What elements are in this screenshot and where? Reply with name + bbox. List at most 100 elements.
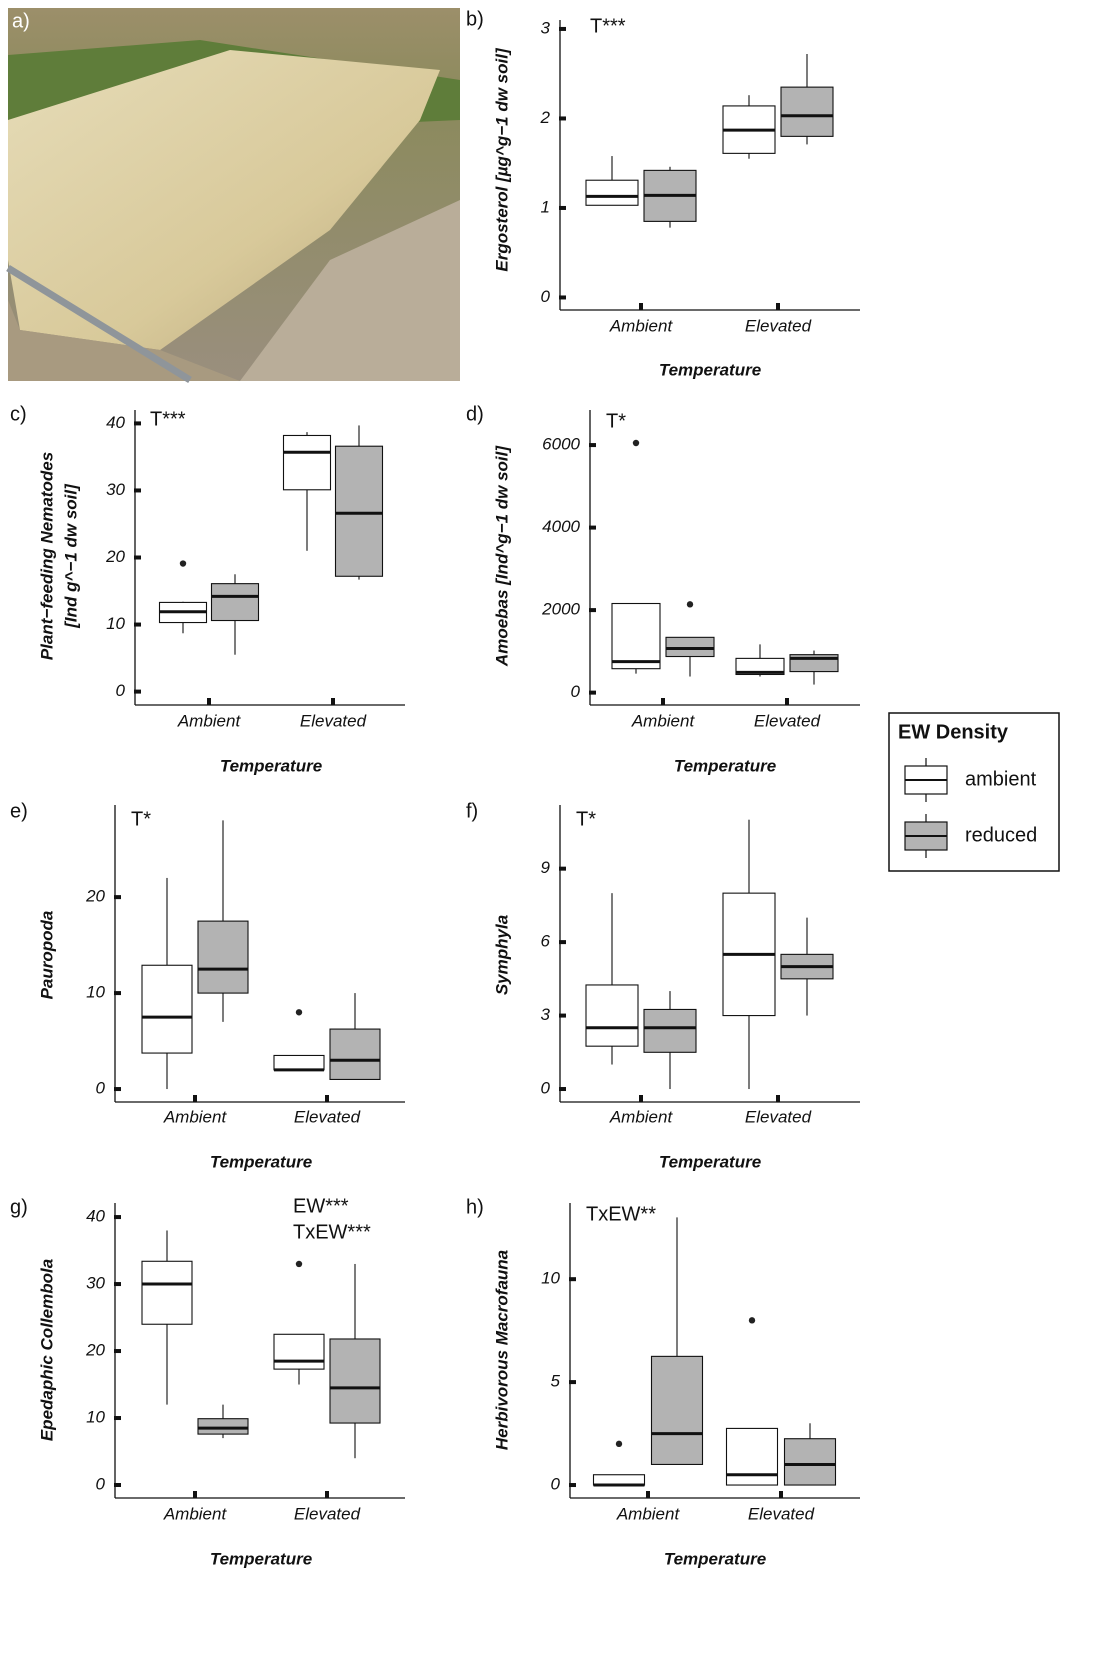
- x-tick-label: Ambient: [609, 316, 674, 335]
- box: [274, 1055, 324, 1069]
- outlier: [749, 1317, 755, 1323]
- y-tick-label: 0: [116, 681, 126, 700]
- y-tick-label: 3: [541, 18, 551, 37]
- box: [330, 1339, 380, 1423]
- box: [142, 1261, 192, 1324]
- box: [284, 435, 331, 489]
- annotation: T*: [576, 808, 596, 830]
- x-axis-label: Temperature: [220, 756, 322, 775]
- x-tick-label: Elevated: [294, 1504, 361, 1523]
- box: [198, 921, 248, 993]
- annotation: T***: [590, 15, 626, 37]
- box: [666, 637, 714, 656]
- annotation: TxEW***: [293, 1221, 371, 1243]
- legend-title: EW Density: [898, 721, 1009, 743]
- y-tick-label: 0: [571, 682, 581, 701]
- x-tick-label: Elevated: [748, 1504, 815, 1523]
- x-axis-label: Temperature: [664, 1549, 766, 1568]
- legend-label: reduced: [965, 824, 1037, 846]
- y-tick-label: 0: [541, 1079, 551, 1098]
- annotation: T*: [606, 410, 626, 432]
- y-axis-label: Epedaphic Collembola: [37, 1259, 56, 1441]
- x-tick-label: Elevated: [745, 1107, 812, 1126]
- panel-label: f): [466, 800, 478, 822]
- y-tick-label: 0: [96, 1079, 106, 1098]
- box: [727, 1428, 778, 1485]
- y-axis-label: Amoebas [Ind^g−1 dw soil]: [492, 445, 511, 667]
- y-tick-label: 2: [540, 108, 551, 127]
- box: [652, 1356, 703, 1464]
- outlier: [180, 560, 186, 566]
- y-tick-label: 10: [86, 1408, 105, 1427]
- box: [142, 965, 192, 1053]
- outlier: [296, 1009, 302, 1015]
- box: [781, 87, 833, 136]
- box: [330, 1029, 380, 1079]
- annotation: EW***: [293, 1195, 349, 1217]
- panel-label: c): [10, 403, 27, 425]
- panel-label: h): [466, 1196, 484, 1218]
- y-tick-label: 9: [541, 858, 551, 877]
- y-tick-label: 3: [541, 1005, 551, 1024]
- y-tick-label: 40: [106, 413, 125, 432]
- box: [586, 180, 638, 205]
- y-axis-label: Pauropoda: [37, 911, 56, 1000]
- y-axis-label: Herbivorous Macrofauna: [492, 1250, 511, 1450]
- panel-label: e): [10, 800, 28, 822]
- y-tick-label: 5: [551, 1372, 561, 1391]
- x-tick-label: Ambient: [163, 1504, 228, 1523]
- y-tick-label: 0: [551, 1475, 561, 1494]
- panel-label: g): [10, 1196, 28, 1218]
- outlier: [687, 601, 693, 607]
- x-tick-label: Elevated: [745, 316, 812, 335]
- y-tick-label: 6: [541, 932, 551, 951]
- box: [644, 1009, 696, 1052]
- y-tick-label: 0: [96, 1474, 106, 1493]
- y-tick-label: 10: [106, 614, 125, 633]
- legend-label: ambient: [965, 768, 1037, 790]
- panel-label: a): [12, 10, 30, 32]
- x-tick-label: Ambient: [609, 1107, 674, 1126]
- panel-label: b): [466, 8, 484, 30]
- y-tick-label: 1: [541, 197, 550, 216]
- box: [612, 604, 660, 669]
- y-tick-label: 4000: [542, 517, 580, 536]
- annotation: T*: [131, 808, 151, 830]
- y-tick-label: 0: [541, 287, 551, 306]
- box: [198, 1419, 248, 1434]
- x-tick-label: Elevated: [300, 711, 367, 730]
- annotation: T***: [150, 408, 186, 430]
- box: [274, 1334, 324, 1369]
- outlier: [633, 440, 639, 446]
- photo: a): [8, 8, 460, 381]
- y-tick-label: 30: [106, 480, 125, 499]
- y-tick-label: 20: [85, 1341, 105, 1360]
- annotation: TxEW**: [586, 1203, 656, 1225]
- y-tick-label: 20: [105, 547, 125, 566]
- box: [212, 584, 259, 621]
- y-tick-label: 20: [85, 887, 105, 906]
- y-tick-label: 10: [541, 1269, 560, 1288]
- box: [336, 446, 383, 576]
- y-axis-label: Ergosterol [µg^g−1 dw soil]: [492, 47, 511, 272]
- x-axis-label: Temperature: [659, 1152, 761, 1171]
- y-axis-label: Plant−feeding Nematodes: [37, 452, 56, 660]
- figure: a) EW Density ambient reduced b) T*** Ergost…: [0, 0, 1113, 1669]
- outlier: [616, 1441, 622, 1447]
- y-tick-label: 40: [86, 1207, 105, 1226]
- x-axis-label: Temperature: [659, 360, 761, 379]
- x-tick-label: Ambient: [616, 1504, 681, 1523]
- x-axis-label: Temperature: [674, 756, 776, 775]
- y-tick-label: 2000: [541, 600, 580, 619]
- x-axis-label: Temperature: [210, 1549, 312, 1568]
- box: [586, 985, 638, 1046]
- x-tick-label: Ambient: [177, 711, 242, 730]
- x-tick-label: Ambient: [631, 711, 696, 730]
- y-axis-label: [Ind g^−1 dw soil]: [61, 483, 80, 629]
- y-axis-label: Symphyla: [492, 915, 511, 995]
- x-tick-label: Ambient: [163, 1107, 228, 1126]
- box: [785, 1439, 836, 1485]
- y-tick-label: 10: [86, 983, 105, 1002]
- panel-label: d): [466, 403, 484, 425]
- x-tick-label: Elevated: [294, 1107, 361, 1126]
